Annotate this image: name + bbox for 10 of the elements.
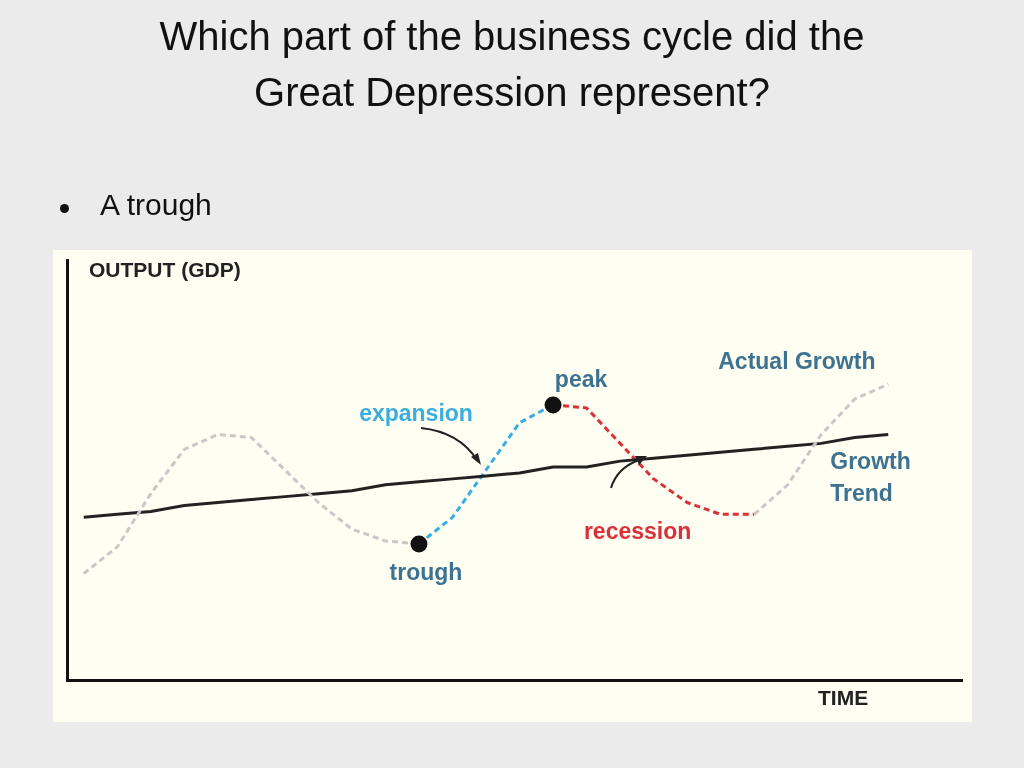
series-label: Actual Growth [718,347,876,374]
series-label: Growth Trend [830,447,911,506]
chart-subtitle: A trough [100,188,212,222]
series-label: recession [583,518,692,545]
series-label: expansion [359,400,473,427]
y-axis-title: OUTPUT (GDP) [89,258,241,282]
series-label: peak [554,366,608,393]
x-axis-title: TIME [818,686,869,710]
series-label: trough [389,559,463,586]
chart-title: Which part of the business cycle did the Great Depression represent? [158,13,866,116]
